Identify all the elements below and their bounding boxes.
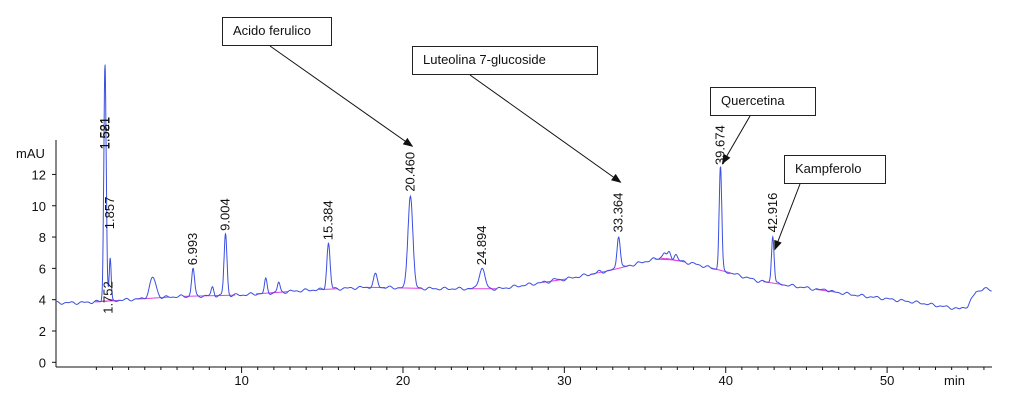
callout-kampferolo: Kampferolo [784, 155, 886, 184]
series-line [55, 64, 992, 310]
x-tick-label: 30 [557, 373, 571, 388]
y-tick-label: 10 [32, 199, 46, 214]
x-ticks: 10 20 30 40 50 [95, 367, 985, 388]
callout-quercetina: Quercetina [710, 87, 816, 116]
peak-label: 42.916 [765, 193, 780, 233]
axes: mAU min 0 2 4 6 8 10 12 10 20 30 40 50 [16, 140, 992, 388]
x-tick-label: 50 [880, 373, 894, 388]
y-tick-label: 8 [39, 230, 46, 245]
peak-label: 1.752 [100, 281, 115, 314]
x-tick-label: 20 [396, 373, 410, 388]
integration-baseline [398, 287, 423, 289]
peak-label: 33.364 [611, 193, 626, 233]
annotation-arrow [774, 183, 801, 251]
callout-acido-ferulico: Acido ferulico [222, 17, 332, 46]
peak-label: 15.384 [320, 200, 335, 240]
y-tick-label: 6 [39, 261, 46, 276]
x-tick-label: 10 [234, 373, 248, 388]
peak-label: 24.894 [474, 225, 489, 265]
peak-label: 1.857 [102, 197, 117, 230]
integration-baseline [100, 299, 120, 303]
y-tick-label: 12 [32, 167, 46, 182]
integration-baseline [665, 257, 686, 263]
y-ticks: 0 2 4 6 8 10 12 [32, 167, 56, 370]
callout-luteolina: Luteolina 7-glucoside [412, 46, 598, 75]
annotation-arrows [269, 45, 801, 251]
y-tick-label: 2 [39, 324, 46, 339]
peak-label: 1.581 [98, 117, 113, 150]
annotation-arrow [469, 74, 622, 183]
peak-label: 9.004 [218, 198, 233, 231]
x-tick-label: 40 [718, 373, 732, 388]
y-axis-label: mAU [16, 146, 45, 161]
y-tick-label: 4 [39, 293, 46, 308]
peak-label: 6.993 [185, 233, 200, 266]
x-axis-label: min [944, 373, 965, 388]
integration-baseline [318, 288, 339, 291]
y-tick-label: 0 [39, 355, 46, 370]
peak-label: 1.521 [97, 117, 112, 150]
integration-baseline [268, 291, 289, 294]
peak-label: 20.460 [402, 152, 417, 192]
annotation-arrow [721, 115, 751, 165]
annotation-arrow [269, 45, 414, 147]
